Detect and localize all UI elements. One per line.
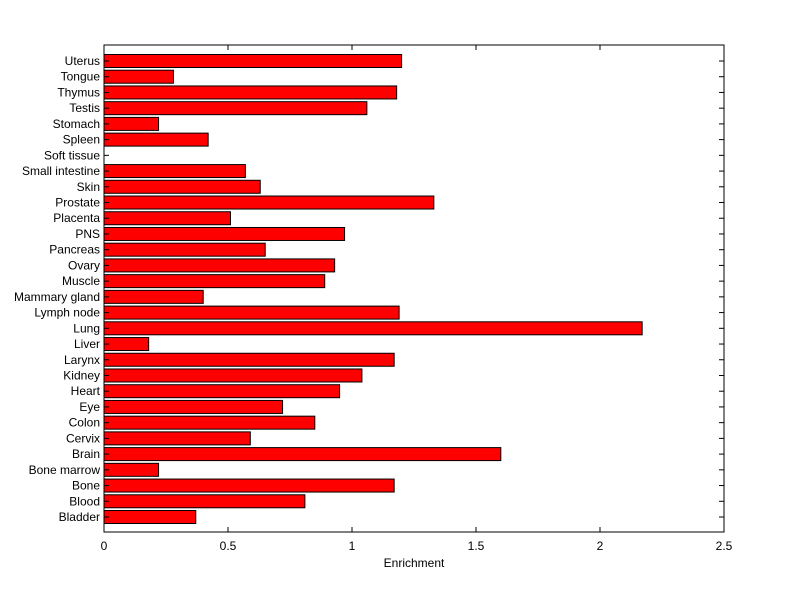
y-tick-label: Bone [72,479,100,493]
y-tick-label: Larynx [64,353,100,367]
x-tick-marks [103,45,725,532]
y-tick-label: Thymus [57,85,100,99]
bar [103,305,400,320]
y-tick-label: Soft tissue [44,148,100,162]
bar [103,368,363,383]
y-tick-label: Lung [73,321,100,335]
bar [103,289,204,304]
bar [103,258,336,273]
bar [103,431,251,446]
x-tick-label: 2 [597,539,604,553]
y-tick-label: Uterus [65,54,100,68]
y-tick-label: Cervix [66,431,100,445]
bar [103,447,502,462]
y-tick-label: Pancreas [49,243,100,257]
bar [103,85,398,100]
x-axis-label: Enrichment [384,556,445,570]
y-tick-label: PNS [75,227,100,241]
bar [103,164,246,179]
x-tick-label: 0 [101,539,108,553]
bar [103,462,160,477]
bar [103,494,306,509]
y-tick-label: Prostate [55,196,100,210]
y-tick-label: Mammary gland [14,290,100,304]
bar [103,179,261,194]
y-tick-label: Kidney [63,368,100,382]
y-tick-label: Small intestine [22,164,100,178]
y-tick-label: Liver [74,337,100,351]
y-tick-marks [104,60,724,518]
bar [103,54,403,68]
y-tick-label: Blood [69,494,100,508]
x-tick-label: 2.5 [716,539,733,553]
y-tick-label: Testis [69,101,100,115]
x-tick-label: 1.5 [468,539,485,553]
bar [103,337,150,352]
y-tick-label: Placenta [53,211,100,225]
bar [103,116,160,131]
x-tick-labels: 0 0.5 1 1.5 2 2.5 [101,539,733,553]
bar [103,226,346,241]
bar [103,195,435,210]
bar [103,321,643,336]
y-tick-label: Lymph node [34,306,100,320]
y-tick-label: Brain [72,447,100,461]
bar [103,274,326,289]
y-tick-label: Muscle [62,274,100,288]
bars-group [103,54,643,524]
y-tick-label: Colon [69,416,100,430]
y-tick-label: Ovary [68,258,100,272]
y-tick-label: Spleen [63,133,100,147]
bar [103,211,231,226]
x-tick-label: 0.5 [220,539,237,553]
bar [103,69,174,84]
y-tick-label: Stomach [53,117,100,131]
bar [103,510,197,524]
bar [103,132,209,147]
bar [103,384,341,399]
y-tick-label: Skin [77,180,100,194]
y-tick-label: Bone marrow [29,463,101,477]
bar [103,399,284,414]
x-tick-label: 1 [349,539,356,553]
bar [103,478,395,493]
bar [103,352,395,367]
bar [103,101,368,116]
bar [103,415,316,430]
bar [103,242,266,257]
y-tick-label: Tongue [61,70,101,84]
y-tick-label: Heart [71,384,101,398]
y-tick-label: Eye [79,400,100,414]
y-tick-label: Bladder [59,510,100,524]
